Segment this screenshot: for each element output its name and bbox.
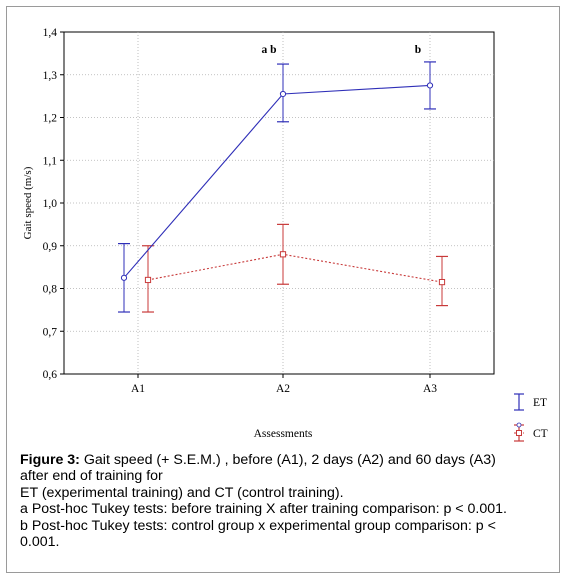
caption-line-2: after end of training for xyxy=(20,468,163,485)
legend-item-ct: CT xyxy=(514,422,548,442)
caption-line-6: 0.001. xyxy=(20,534,60,551)
x-tick-label: A1 xyxy=(131,383,145,395)
x-axis: A1 A2 A3 xyxy=(131,374,437,395)
x-tick-label: A3 xyxy=(423,383,437,395)
data-point xyxy=(279,90,287,98)
data-point xyxy=(279,251,287,258)
y-tick-label: 0,7 xyxy=(43,326,58,338)
caption-line-1: Figure 3: Gait speed (+ S.E.M.) , before… xyxy=(20,452,550,468)
data-point xyxy=(144,276,152,284)
series-ct xyxy=(142,223,448,313)
y-tick-label: 0,9 xyxy=(43,241,58,253)
y-tick-label: 0,6 xyxy=(43,369,58,381)
significance-label: a b xyxy=(261,44,276,56)
caption-label: Figure 3: xyxy=(20,452,80,468)
caption-line-3: ET (experimental training) and CT (contr… xyxy=(20,484,344,501)
legend-item-et: ET xyxy=(514,393,547,411)
y-tick-label: 1,1 xyxy=(43,155,58,167)
series-line-ct xyxy=(147,253,443,283)
caption-line-5: b Post-hoc Tukey tests: control group x … xyxy=(20,517,496,534)
y-tick-label: 0,8 xyxy=(43,284,58,296)
legend-marker xyxy=(516,430,522,436)
data-point xyxy=(120,274,128,281)
y-tick-label: 1,0 xyxy=(43,198,58,210)
y-axis: 0,6 0,7 0,8 0,9 1,0 1,1 1,2 1,3 1,4 xyxy=(43,27,64,381)
legend-label: CT xyxy=(533,428,548,440)
series-layer xyxy=(118,61,448,313)
data-point xyxy=(426,82,434,89)
caption-text-1: Gait speed (+ S.E.M.) , before (A1), 2 d… xyxy=(79,452,496,468)
x-tick-label: A2 xyxy=(276,383,290,395)
y-axis-label: Gait speed (m/s) xyxy=(22,166,34,239)
data-point xyxy=(438,278,446,286)
legend-marker-overlap xyxy=(516,422,522,428)
legend: ET CT xyxy=(514,393,548,442)
figure-caption: Figure 3: Gait speed (+ S.E.M.) , before… xyxy=(20,452,550,550)
significance-label: b xyxy=(415,44,421,56)
x-axis-label: Assessments xyxy=(254,428,313,440)
y-tick-label: 1,4 xyxy=(43,27,58,39)
caption-line-4: a Post-hoc Tukey tests: before training … xyxy=(20,501,507,518)
legend-label: ET xyxy=(533,397,547,409)
y-tick-label: 1,3 xyxy=(43,70,58,82)
y-tick-label: 1,2 xyxy=(43,113,58,125)
series-et xyxy=(118,61,436,313)
series-line-et xyxy=(123,84,431,279)
